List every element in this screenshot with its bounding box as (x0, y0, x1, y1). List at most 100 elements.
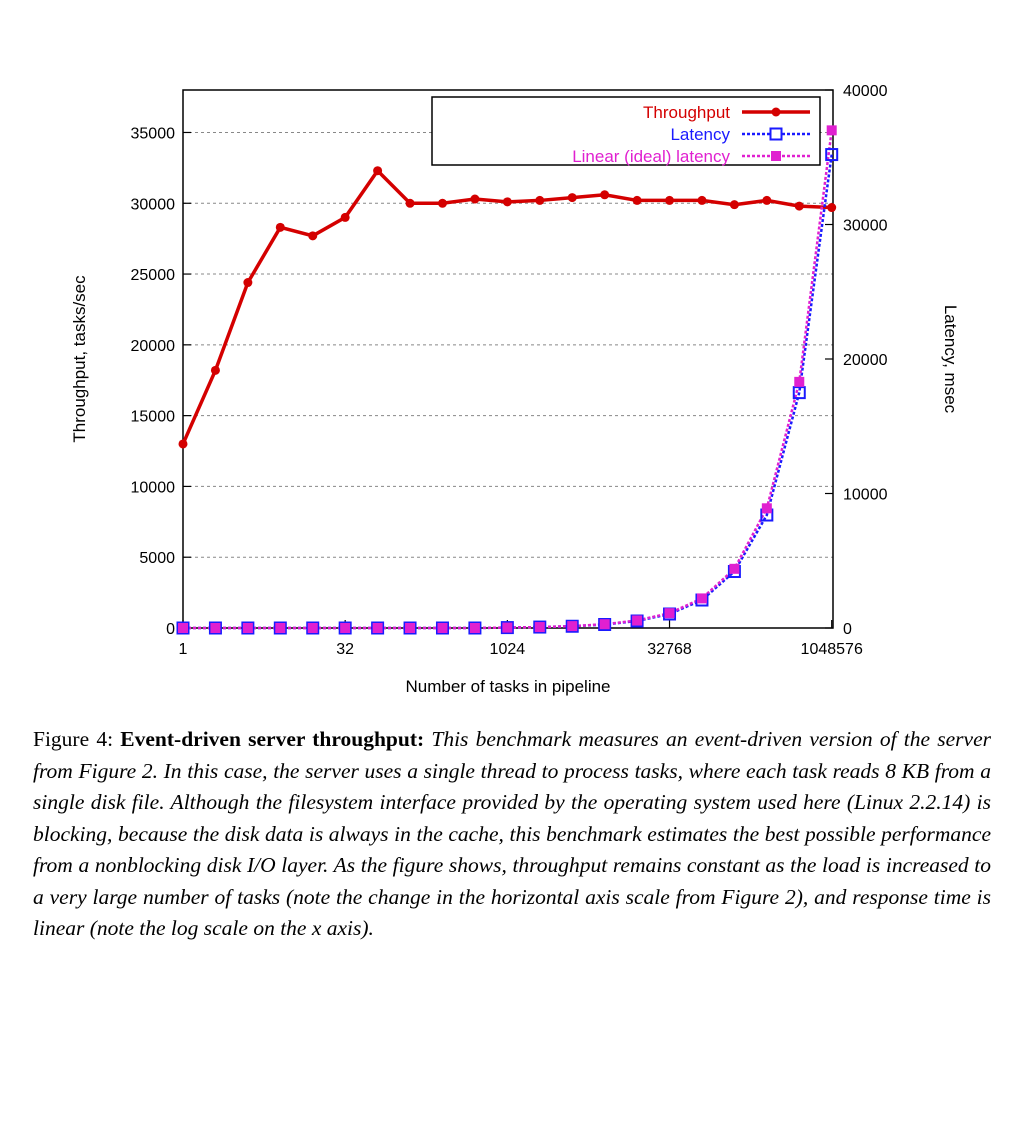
latency-point (792, 386, 806, 400)
throughput-point (308, 231, 318, 241)
caption-label: Figure 4: (33, 727, 121, 751)
left-tick-label: 5000 (139, 550, 175, 567)
throughput-point (275, 222, 285, 232)
latency-point (435, 621, 449, 635)
ideal-latency-point (664, 608, 675, 619)
x-tick-label: 1048576 (801, 641, 863, 658)
right-tick-label: 10000 (843, 487, 888, 504)
ideal-latency-point (567, 621, 578, 632)
legend-marker (769, 127, 783, 141)
left-axis-label: Throughput, tasks/sec (70, 275, 89, 443)
throughput-point (697, 195, 707, 205)
latency-point (500, 621, 514, 635)
x-tick-label: 1 (179, 641, 188, 658)
throughput-point (178, 439, 188, 449)
throughput-point (762, 195, 772, 205)
right-axis-ticks: 0 10000 20000 30000 40000 (825, 83, 888, 638)
right-axis-label: Latency, msec (941, 305, 960, 414)
legend-marker (771, 107, 781, 117)
latency-point (241, 621, 255, 635)
throughput-point (794, 201, 804, 211)
right-tick-label: 0 (843, 621, 852, 638)
ideal-latency-point (599, 619, 610, 630)
x-tick-label: 32 (336, 641, 354, 658)
legend: Throughput Latency Linear (ideal) latency (431, 96, 821, 166)
ideal-latency-point (405, 623, 416, 633)
ideal-latency-point (502, 622, 513, 633)
x-tick-label: 1024 (490, 641, 526, 658)
ideal-latency-point (696, 593, 707, 604)
ideal-latency-point (242, 623, 253, 633)
throughput-point (437, 198, 447, 208)
legend-box (431, 96, 821, 166)
x-axis-ticks: 1 32 1024 32768 1048576 (179, 620, 863, 658)
throughput-point (600, 190, 610, 200)
throughput-point (340, 212, 350, 222)
latency-point (208, 621, 222, 635)
throughput-point (502, 197, 512, 207)
ideal-latency-point (794, 376, 805, 387)
ideal-latency-point (340, 623, 351, 633)
left-tick-label: 10000 (131, 479, 176, 496)
ideal-latency-point (178, 623, 188, 633)
latency-point (306, 621, 320, 635)
left-axis-ticks: 0 5000 10000 15000 20000 25000 30000 35000 (131, 125, 191, 638)
throughput-point (827, 203, 837, 213)
legend-marker (771, 151, 781, 161)
throughput-point (535, 195, 545, 205)
latency-point (565, 619, 579, 633)
ideal-latency-point (826, 125, 837, 136)
ideal-latency-point (275, 623, 286, 633)
ideal-latency-point (307, 623, 318, 633)
throughput-point (243, 278, 253, 288)
legend-label: Throughput (643, 103, 730, 122)
throughput-point (470, 194, 480, 204)
x-axis-label: Number of tasks in pipeline (405, 677, 610, 696)
left-tick-label: 35000 (131, 125, 176, 142)
right-tick-label: 20000 (843, 352, 888, 369)
throughput-point (665, 195, 675, 205)
ideal-latency-point (210, 623, 221, 633)
left-tick-label: 30000 (131, 196, 176, 213)
plot-frame (182, 89, 834, 629)
latency-point (176, 621, 190, 635)
ideal-latency-point (761, 503, 772, 514)
latency-point (338, 621, 352, 635)
left-tick-label: 0 (166, 621, 175, 638)
series-line-linear-ideal-latency (183, 130, 833, 630)
legend-label: Linear (ideal) latency (572, 147, 730, 166)
throughput-point (567, 193, 577, 203)
left-tick-label: 20000 (131, 338, 176, 355)
throughput-point (210, 365, 220, 375)
ideal-latency-point (469, 623, 480, 633)
x-tick-label: 32768 (647, 641, 692, 658)
latency-point (598, 618, 612, 632)
gridlines (183, 131, 833, 558)
ideal-latency-point (632, 615, 643, 626)
throughput-point (632, 195, 642, 205)
series-markers (176, 125, 839, 635)
latency-point (371, 621, 385, 635)
throughput-point (405, 198, 415, 208)
ideal-latency-point (437, 623, 448, 633)
latency-point (273, 621, 287, 635)
ideal-latency-point (372, 623, 383, 633)
throughput-point (373, 166, 383, 176)
benchmark-chart: 0 5000 10000 15000 20000 25000 30000 35000 0 100… (70, 83, 960, 696)
latency-point (468, 621, 482, 635)
caption-heading: Event-driven server throughput: (120, 727, 432, 751)
throughput-point (729, 200, 739, 210)
latency-point (403, 621, 417, 635)
series-line-throughput (181, 167, 832, 445)
ideal-latency-point (534, 622, 545, 633)
left-tick-label: 15000 (131, 409, 176, 426)
figure-caption: Figure 4: Event-driven server throughput… (33, 724, 991, 945)
series-line-latency (183, 154, 833, 630)
latency-point (825, 148, 839, 162)
ideal-latency-point (729, 563, 740, 574)
right-tick-label: 40000 (843, 83, 888, 100)
left-tick-label: 25000 (131, 267, 176, 284)
latency-point (533, 620, 547, 634)
right-tick-label: 30000 (843, 218, 888, 235)
caption-text: This benchmark measures an event-driven … (33, 727, 991, 940)
